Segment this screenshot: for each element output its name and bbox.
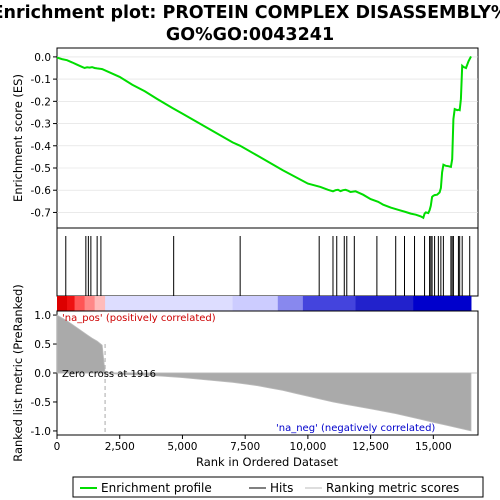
hits-plot-area (56, 227, 479, 297)
pos-correlated-annotation: 'na_pos' (positively correlated) (62, 313, 216, 324)
x-tick-label: 5,000 (167, 441, 197, 453)
metric-y-tick-label: 0.5 (34, 339, 51, 351)
x-axis-label: Rank in Ordered Dataset (196, 455, 339, 469)
es-y-tick-label: -0.6 (31, 185, 52, 197)
x-tick-label: 12,500 (352, 441, 389, 453)
x-tick-label: 0 (54, 441, 61, 453)
metric-y-ticks: 1.0 0.5 0.0 -0.5 -1.0 (31, 310, 57, 438)
es-plot-area (56, 47, 479, 229)
legend-hits-label: Hits (270, 481, 293, 495)
zero-cross-annotation: Zero cross at 1916 (62, 369, 156, 380)
es-y-tick-label: -0.1 (31, 74, 52, 86)
x-tick-label: 7,500 (230, 441, 260, 453)
es-y-ticks: 0.0 -0.1 -0.2 -0.3 -0.4 -0.5 -0.6 -0.7 (31, 52, 57, 219)
legend: Enrichment profile Hits Ranking metric s… (72, 476, 484, 498)
chart-title-line1: Enrichment plot: PROTEIN COMPLEX DISASSE… (0, 3, 500, 23)
rank-band-segment (84, 296, 96, 311)
rank-band-segment (277, 296, 304, 311)
legend-profile-label: Enrichment profile (101, 481, 212, 495)
es-panel: 0.0 -0.1 -0.2 -0.3 -0.4 -0.5 -0.6 -0.7 Enrichme… (11, 47, 479, 229)
es-y-tick-label: 0.0 (34, 52, 51, 64)
metric-y-axis-label: Ranked list metric (PreRanked) (11, 284, 25, 462)
metric-x-ticks: 0 2,500 5,000 7,500 10,000 12,500 15,000 (54, 435, 452, 453)
es-y-tick-label: -0.4 (31, 141, 52, 153)
metric-y-tick-label: -0.5 (31, 397, 52, 409)
es-y-tick-label: -0.7 (31, 207, 52, 219)
metric-y-tick-label: 1.0 (34, 310, 51, 322)
rank-band-segment (302, 296, 357, 311)
rank-band-segment (105, 296, 234, 311)
ranking-metric-area (56, 314, 472, 432)
es-y-tick-label: -0.2 (31, 96, 52, 108)
rank-band-segment (57, 296, 68, 311)
legend-box (72, 476, 484, 498)
es-y-tick-label: -0.3 (31, 119, 52, 131)
metric-y-tick-label: -1.0 (31, 426, 52, 438)
es-y-tick-label: -0.5 (31, 163, 52, 175)
neg-correlated-annotation: 'na_neg' (negatively correlated) (276, 423, 435, 434)
x-tick-label: 2,500 (105, 441, 135, 453)
rank-band-segment (413, 296, 472, 311)
rank-band-segment (74, 296, 86, 311)
legend-metric-label: Ranking metric scores (326, 481, 459, 495)
hit-markers (65, 236, 471, 296)
es-y-axis-label: Enrichment score (ES) (11, 74, 25, 202)
hits-panel (56, 227, 479, 297)
es-gridlines (57, 56, 478, 213)
rank-color-band (57, 296, 472, 311)
rank-band-segment (232, 296, 279, 311)
enrichment-profile-line (56, 55, 472, 220)
x-tick-label: 10,000 (290, 441, 327, 453)
rank-band-segment (94, 296, 106, 311)
metric-y-tick-label: 0.0 (34, 368, 51, 380)
chart-title-line2: GO%GO:0043241 (166, 25, 334, 45)
rank-band-segment (67, 296, 76, 311)
rank-band-segment (355, 296, 414, 311)
metric-panel: 1.0 0.5 0.0 -0.5 -1.0 'na_pos' (positively c… (11, 284, 479, 469)
x-tick-label: 15,000 (415, 441, 452, 453)
